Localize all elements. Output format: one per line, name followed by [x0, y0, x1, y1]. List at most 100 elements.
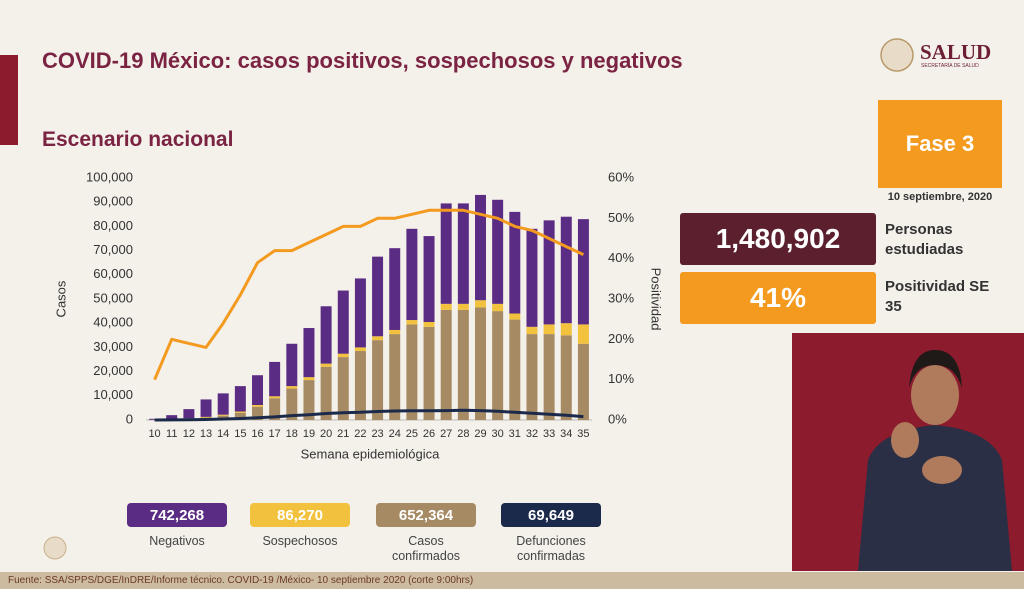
bar — [543, 324, 555, 335]
bar — [234, 386, 246, 412]
bar — [509, 211, 521, 314]
legend-value: 69,649 — [501, 503, 601, 527]
bar — [320, 366, 332, 420]
bar — [457, 309, 469, 420]
x-tick-label: 13 — [200, 428, 212, 440]
x-tick-label: 28 — [457, 428, 469, 440]
bar — [577, 324, 589, 344]
bar — [252, 375, 263, 405]
bar — [354, 278, 366, 348]
bar — [286, 386, 298, 389]
bar — [337, 353, 349, 358]
bar — [354, 351, 366, 420]
bar — [200, 399, 212, 417]
legend-value: 742,268 — [127, 503, 227, 527]
y-tick-label: 100,000 — [86, 169, 133, 184]
bar — [372, 256, 384, 337]
bar — [475, 307, 486, 420]
bar — [354, 347, 366, 352]
x-tick-label: 19 — [303, 428, 315, 440]
footer-emblem — [43, 536, 67, 560]
bar — [200, 416, 212, 418]
x-tick-label: 15 — [234, 428, 246, 440]
bar — [234, 412, 246, 420]
bar — [509, 313, 521, 320]
bar — [389, 248, 401, 330]
bar — [492, 199, 504, 304]
bar — [423, 326, 435, 420]
x-tick-label: 22 — [354, 428, 366, 440]
bar — [457, 303, 469, 310]
bar — [440, 309, 452, 420]
x-tick-label: 16 — [251, 428, 263, 440]
x-tick-label: 11 — [166, 428, 177, 440]
bar — [217, 393, 229, 415]
bar — [337, 290, 349, 354]
accent-bar — [0, 55, 18, 145]
bar — [252, 406, 263, 420]
footer: Fuente: SSA/SPPS/DGE/InDRE/Informe técni… — [0, 572, 1024, 589]
x-tick-label: 10 — [148, 428, 160, 440]
x-tick-label: 17 — [269, 428, 281, 440]
bar — [560, 216, 572, 324]
bar — [406, 320, 418, 325]
bar — [577, 219, 589, 325]
bar — [303, 377, 315, 381]
interpreter — [858, 350, 1012, 571]
bar — [286, 388, 298, 420]
y2-tick-label: 40% — [608, 250, 634, 265]
x-tick-label: 26 — [423, 428, 435, 440]
x-tick-label: 33 — [543, 428, 555, 440]
x-tick-label: 24 — [389, 428, 401, 440]
phase-box: Fase 3 — [878, 100, 1002, 188]
bar — [217, 414, 229, 416]
legend-label: Negativos — [149, 534, 205, 548]
bar — [166, 415, 178, 420]
bar — [303, 328, 315, 378]
bar — [234, 411, 246, 413]
bar — [526, 334, 538, 420]
bar — [475, 194, 486, 301]
bar — [269, 361, 281, 397]
x-tick-label: 30 — [492, 428, 504, 440]
stat-value: 1,480,902 — [680, 213, 876, 265]
y2-axis-label: Positividad — [649, 268, 664, 331]
x-tick-label: 25 — [406, 428, 418, 440]
x-tick-label: 14 — [217, 428, 229, 440]
title: COVID-19 México: casos positivos, sospec… — [42, 48, 683, 73]
legend-label: Casos confirmados — [391, 534, 461, 563]
x-tick-label: 20 — [320, 428, 332, 440]
x-tick-label: 12 — [183, 428, 195, 440]
stat-label: Positividad SE 35 — [885, 278, 990, 315]
legend-value: 86,270 — [250, 503, 350, 527]
y-tick-label: 10,000 — [93, 387, 133, 402]
bar — [183, 409, 195, 419]
bar — [509, 319, 521, 420]
legend-label: Defunciones confirmadas — [516, 534, 586, 563]
x-tick-label: 34 — [560, 428, 572, 440]
bar — [406, 324, 418, 420]
y2-tick-label: 0% — [608, 411, 627, 426]
x-tick-label: 32 — [526, 428, 538, 440]
stat-label: Personas estudiadas — [885, 221, 964, 258]
bar — [406, 228, 418, 321]
logo-emblem — [880, 38, 914, 72]
bar — [372, 336, 384, 341]
bar — [286, 343, 298, 387]
x-tick-label: 35 — [577, 428, 589, 440]
bar — [423, 236, 435, 322]
x-tick-label: 18 — [286, 428, 298, 440]
legend-label: Sospechosos — [262, 534, 338, 548]
x-axis-label: Semana epidemiológica — [301, 446, 441, 461]
y2-tick-label: 30% — [608, 290, 634, 305]
bar — [303, 380, 315, 420]
y-tick-label: 0 — [126, 411, 133, 426]
y-tick-label: 90,000 — [93, 194, 133, 209]
bar — [475, 300, 486, 308]
bar — [389, 329, 401, 335]
y-tick-label: 60,000 — [93, 266, 133, 281]
bar — [543, 334, 555, 420]
bar — [252, 404, 263, 407]
